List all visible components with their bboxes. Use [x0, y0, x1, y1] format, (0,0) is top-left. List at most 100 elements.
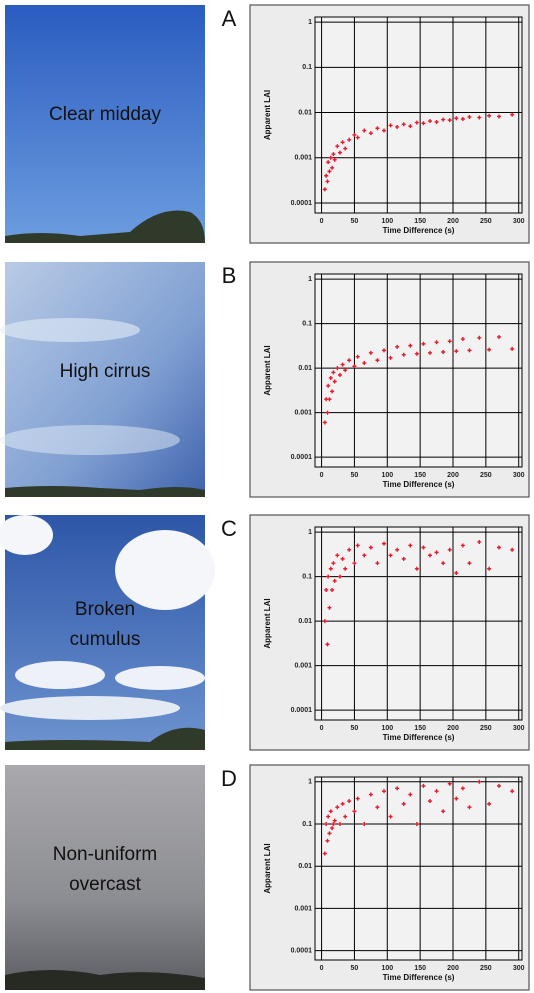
point	[467, 805, 472, 810]
x-tick-label: 50	[351, 965, 359, 972]
point	[335, 144, 340, 149]
y-tick-label: 0.1	[302, 573, 312, 580]
sky-photo	[5, 765, 205, 990]
point	[388, 123, 393, 128]
point	[326, 574, 331, 579]
point	[368, 350, 373, 355]
point	[477, 115, 482, 120]
point	[331, 822, 336, 827]
point	[388, 814, 393, 819]
trees	[5, 727, 205, 750]
cloud	[0, 318, 140, 342]
cloud	[0, 696, 180, 720]
point	[428, 799, 432, 804]
point	[326, 814, 331, 819]
point	[322, 187, 327, 192]
y-tick-label: 0.001	[294, 662, 312, 669]
point	[414, 351, 419, 356]
point	[421, 545, 426, 550]
point	[434, 789, 439, 794]
point	[421, 121, 426, 126]
y-axis-label: Apparent LAI	[263, 345, 272, 395]
point	[347, 137, 352, 142]
point	[332, 818, 337, 823]
point	[497, 783, 501, 788]
point	[487, 566, 492, 571]
point	[487, 347, 492, 352]
x-tick-label: 100	[381, 472, 393, 479]
point	[497, 334, 501, 339]
point	[325, 838, 330, 843]
x-tick-label: 300	[513, 965, 525, 972]
point	[337, 822, 342, 827]
point	[332, 157, 337, 162]
point	[447, 781, 452, 786]
y-tick-label: 0.0001	[291, 454, 313, 461]
point	[460, 337, 465, 342]
x-axis-label: Time Difference (s)	[383, 973, 455, 982]
y-tick-label: 1	[308, 276, 312, 283]
x-tick-label: 300	[513, 218, 525, 225]
point	[434, 340, 439, 345]
point	[375, 805, 380, 810]
sky-label: overcast	[69, 874, 142, 895]
point	[326, 383, 331, 388]
sky-label: Clear midday	[49, 104, 161, 125]
point	[343, 146, 348, 151]
point	[421, 341, 426, 346]
point	[327, 831, 332, 836]
point	[441, 117, 446, 122]
x-axis-label: Time Difference (s)	[383, 733, 455, 742]
point	[330, 389, 335, 394]
y-tick-label: 0.1	[302, 320, 312, 327]
point	[327, 169, 332, 174]
sky-label: cumulus	[70, 629, 141, 650]
point	[340, 362, 345, 367]
point	[510, 346, 515, 351]
point	[428, 553, 432, 558]
point	[395, 547, 400, 552]
point	[355, 135, 360, 140]
point	[324, 173, 329, 178]
cloud	[115, 530, 215, 610]
point	[332, 578, 337, 583]
point	[331, 561, 336, 566]
point	[324, 587, 329, 592]
point	[388, 355, 393, 360]
point	[375, 126, 380, 131]
point	[467, 114, 472, 119]
x-tick-label: 250	[480, 965, 492, 972]
y-tick-label: 0.01	[298, 863, 312, 870]
point	[460, 117, 465, 122]
point	[382, 541, 386, 546]
point	[441, 809, 446, 814]
point	[421, 783, 426, 788]
y-axis-label: Apparent LAI	[263, 598, 272, 648]
point	[454, 116, 459, 121]
point	[331, 370, 336, 375]
point	[408, 543, 413, 548]
x-tick-label: 200	[447, 472, 459, 479]
y-tick-label: 1	[308, 779, 312, 786]
point	[510, 112, 515, 117]
x-tick-label: 250	[480, 472, 492, 479]
point	[382, 348, 386, 353]
y-tick-label: 0.0001	[291, 707, 313, 714]
point	[454, 571, 459, 576]
point	[382, 789, 386, 794]
point	[375, 561, 380, 566]
point	[328, 809, 333, 814]
point	[447, 339, 452, 344]
x-tick-label: 150	[414, 965, 426, 972]
point	[327, 397, 332, 402]
x-tick-label: 150	[414, 218, 426, 225]
point	[330, 826, 335, 831]
y-tick-label: 1	[308, 19, 312, 26]
point	[325, 179, 330, 184]
point	[434, 550, 439, 555]
x-tick-label: 200	[447, 965, 459, 972]
point	[408, 343, 413, 348]
plot-area	[314, 16, 523, 214]
photos	[0, 5, 215, 990]
point	[335, 366, 340, 371]
